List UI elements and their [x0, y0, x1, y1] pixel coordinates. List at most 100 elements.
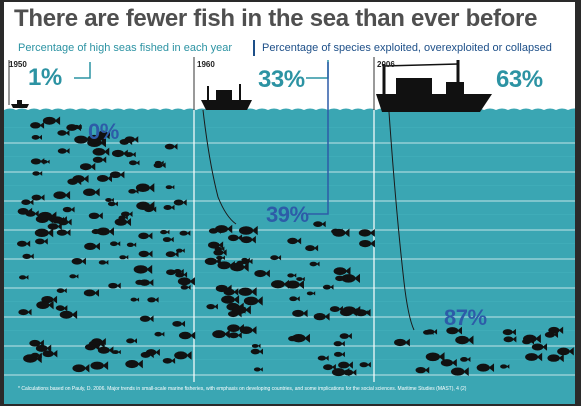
fish [90, 361, 109, 371]
fish [313, 312, 330, 321]
fish [440, 358, 457, 367]
fish [306, 291, 316, 296]
fish [35, 344, 52, 353]
fish [221, 295, 240, 305]
fish [322, 284, 334, 290]
fish [83, 188, 100, 197]
fish [178, 331, 196, 340]
fish [32, 171, 43, 176]
fish [212, 329, 230, 339]
fish [19, 275, 29, 280]
fish [206, 303, 218, 310]
fish [238, 225, 258, 236]
fish [71, 257, 86, 265]
fish [313, 221, 326, 228]
depth-band [4, 185, 575, 186]
high-seas-pct-2006: 63% [496, 66, 543, 93]
fish [359, 310, 368, 315]
fish [332, 228, 350, 238]
fish [425, 352, 445, 362]
fish [92, 156, 107, 164]
fish [227, 234, 243, 242]
depth-line [4, 258, 575, 260]
fishing-line-1960 [202, 109, 237, 225]
leader-line [306, 60, 329, 79]
fish [305, 244, 319, 252]
fish [547, 354, 564, 363]
fish [31, 134, 43, 140]
fish [129, 160, 140, 166]
fish [208, 227, 221, 234]
fish [525, 352, 543, 362]
fish [331, 367, 350, 377]
fish [59, 310, 78, 320]
fish [162, 357, 176, 364]
chart-title: There are fewer fish in the sea than eve… [14, 5, 538, 32]
fish [55, 305, 68, 311]
leader-line [308, 62, 329, 215]
fish [548, 326, 564, 334]
fish [296, 276, 305, 282]
depth-band [4, 301, 575, 302]
species-pct-2006: 87% [444, 305, 487, 330]
fish [223, 288, 239, 296]
fish [125, 359, 143, 369]
fish [253, 367, 263, 372]
fishing-line-2006 [388, 111, 415, 331]
depth-line [4, 374, 575, 376]
boat-1960 [201, 100, 252, 110]
fish [415, 366, 430, 374]
fish [62, 206, 75, 213]
boat-cabin-1960 [216, 90, 232, 100]
fish [119, 138, 133, 146]
fish [107, 201, 118, 207]
footnote: * Calculations based on Pauly, D. 2006. … [18, 386, 467, 392]
fish [135, 183, 155, 193]
boat-cabin-2006 [396, 78, 432, 94]
fish [22, 253, 34, 260]
fish [339, 333, 352, 340]
sea-illustration [4, 57, 575, 404]
fish [216, 255, 225, 261]
fish [42, 350, 58, 358]
fish [111, 149, 128, 158]
fish [163, 204, 175, 211]
fish [38, 211, 57, 221]
fish [270, 255, 282, 261]
fish [232, 305, 251, 315]
fish [16, 240, 31, 248]
fish [126, 338, 137, 344]
fish [271, 279, 290, 289]
year-label-1950: 1950 [9, 60, 27, 69]
fish [250, 348, 263, 355]
fish [292, 309, 308, 318]
fish [317, 355, 329, 361]
fish [359, 361, 371, 368]
fish [177, 277, 195, 286]
fish [108, 282, 121, 289]
fish [56, 229, 71, 236]
boat-rigging-2006 [383, 63, 459, 67]
depth-line [4, 171, 575, 173]
year-label-1960: 1960 [197, 60, 215, 69]
fish [105, 197, 114, 203]
fish [323, 363, 336, 371]
fish [173, 268, 184, 274]
fish [154, 331, 165, 337]
fish [57, 129, 70, 136]
fish [30, 121, 45, 129]
fish [450, 367, 469, 377]
fish [425, 328, 438, 335]
fish [446, 326, 462, 335]
fish [557, 347, 574, 356]
fish [31, 194, 45, 201]
fish [394, 338, 410, 347]
fish [139, 315, 154, 323]
fish [121, 211, 133, 217]
fish [112, 349, 121, 355]
fish [309, 261, 320, 267]
fish [92, 147, 110, 156]
boat-1950 [11, 104, 29, 108]
fish [135, 279, 147, 286]
fish [359, 239, 375, 248]
